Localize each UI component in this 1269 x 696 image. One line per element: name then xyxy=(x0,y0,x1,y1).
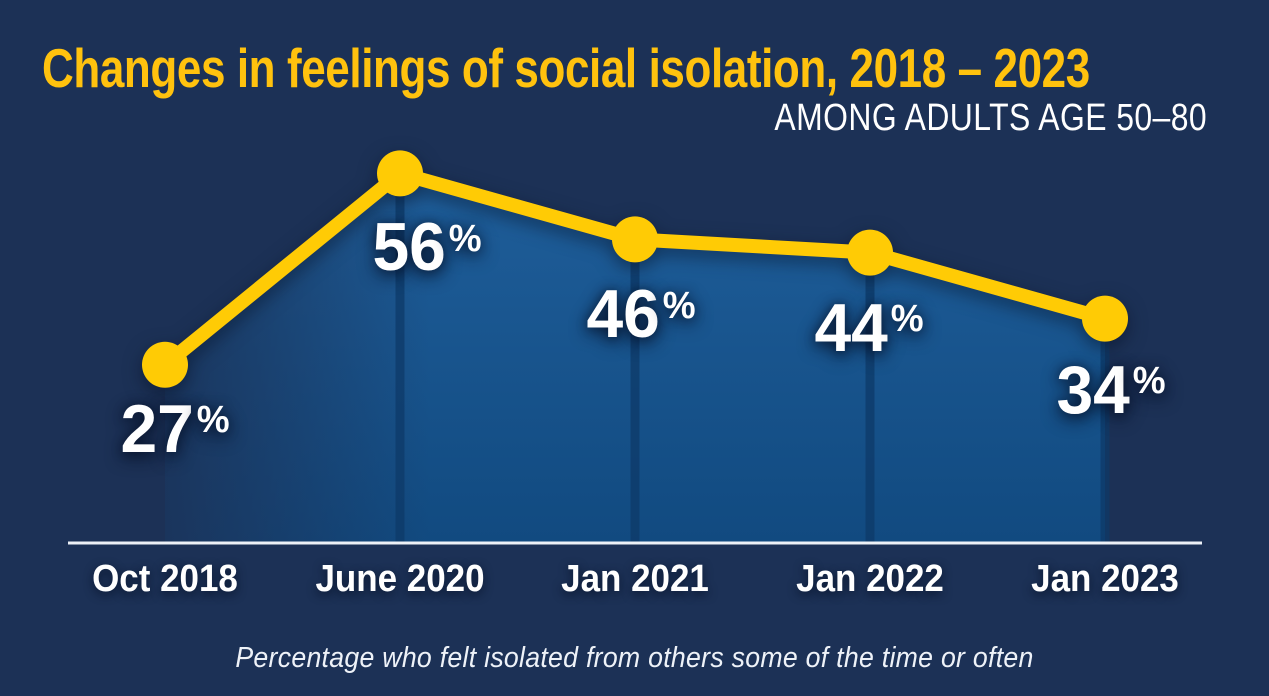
chart-caption: Percentage who felt isolated from others… xyxy=(235,642,1034,674)
data-point-marker xyxy=(142,341,188,388)
data-point-marker xyxy=(1082,295,1128,342)
value-label: 34% xyxy=(1056,356,1165,424)
x-axis-label: June 2020 xyxy=(315,558,485,600)
chart-title: Changes in feelings of social isolation,… xyxy=(42,37,1090,99)
value-number: 56 xyxy=(372,209,446,286)
percent-sign: % xyxy=(1132,359,1166,402)
area-left-fade xyxy=(165,173,430,543)
value-number: 27 xyxy=(120,390,194,467)
value-label: 44% xyxy=(814,294,923,362)
percent-sign: % xyxy=(448,217,482,260)
x-axis-label: Jan 2022 xyxy=(796,558,944,600)
data-point-marker xyxy=(377,150,423,197)
data-point-marker xyxy=(847,229,893,276)
chart-subtitle: AMONG ADULTS AGE 50–80 xyxy=(774,97,1207,139)
x-axis-label: Jan 2021 xyxy=(561,558,709,600)
trend-line-group xyxy=(142,150,1128,388)
value-number: 34 xyxy=(1056,351,1130,428)
value-label: 56% xyxy=(372,213,481,281)
percent-sign: % xyxy=(196,399,230,441)
x-axis-label: Jan 2023 xyxy=(1031,558,1179,600)
percent-sign: % xyxy=(890,297,924,340)
percent-sign: % xyxy=(662,284,696,327)
value-number: 44 xyxy=(814,289,888,366)
data-point-marker xyxy=(612,216,658,263)
value-number: 46 xyxy=(586,276,660,353)
value-label: 27% xyxy=(120,395,229,463)
value-label: 46% xyxy=(586,280,695,348)
x-axis-label: Oct 2018 xyxy=(92,558,238,600)
